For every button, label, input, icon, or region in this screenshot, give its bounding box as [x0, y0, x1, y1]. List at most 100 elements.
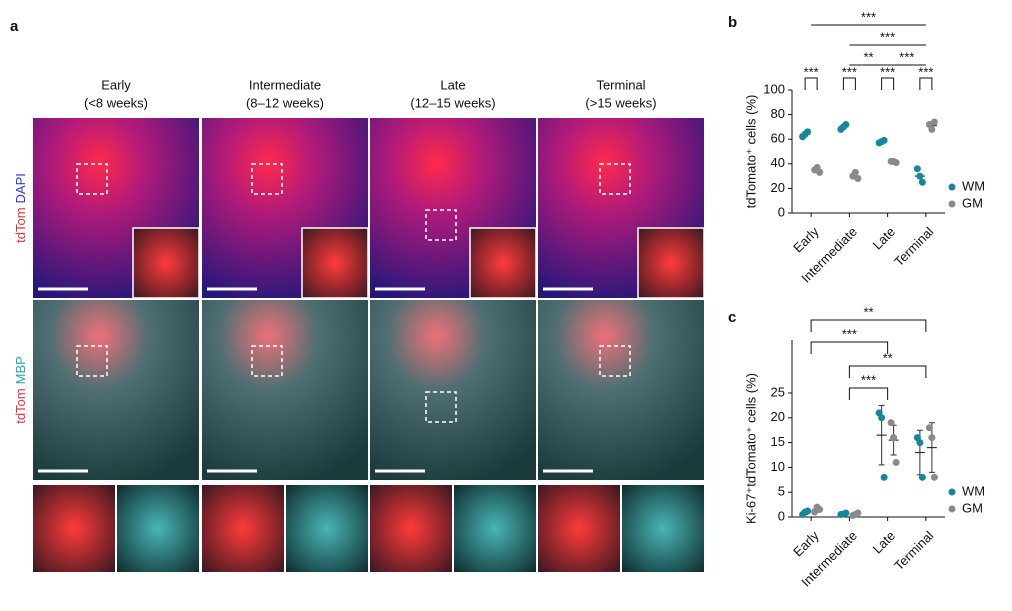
point: [816, 168, 824, 176]
x-tick-label: Late: [870, 224, 899, 253]
roi-box: [76, 163, 108, 195]
legend-label: GM: [962, 500, 983, 515]
row-label: tdTom DAPI: [13, 173, 28, 243]
significance: ***: [804, 64, 819, 79]
legend-label: WM: [962, 483, 985, 498]
roi-box: [251, 163, 283, 195]
significance: ***: [842, 326, 857, 341]
zoom-mbp: [454, 485, 536, 572]
bracket: [810, 319, 927, 332]
y-tick-label: 20: [771, 180, 785, 195]
zoom-tdtom: [33, 485, 115, 572]
column-title: Early: [101, 77, 131, 92]
micrographs: [33, 118, 705, 572]
point: [887, 419, 895, 427]
y-axis-label: tdTomato⁺ cells (%): [743, 95, 758, 209]
pair-bracket: [804, 77, 818, 90]
y-tick-label: 20: [771, 409, 785, 424]
significance: ***: [842, 64, 857, 79]
inset: [469, 227, 537, 299]
row-label-part: tdTom: [13, 388, 28, 423]
x-tick-label: Late: [870, 528, 899, 557]
x-tick-label: Terminal: [891, 528, 936, 573]
significance: **: [863, 49, 873, 64]
y-tick-label: 15: [771, 434, 785, 449]
x-tick-label: Early: [790, 224, 822, 256]
bracket: [810, 341, 889, 354]
row-label-part: tdTom: [13, 207, 28, 242]
y-tick-label: 5: [778, 484, 785, 499]
y-tick-label: 0: [778, 204, 785, 219]
column-title: Late: [440, 77, 465, 92]
roi-box: [599, 163, 631, 195]
legend-label: WM: [962, 178, 985, 193]
roi-box: [76, 345, 108, 377]
micrograph: [33, 300, 199, 480]
legend-swatch: [948, 505, 956, 513]
significance: ***: [861, 372, 876, 387]
point: [804, 507, 812, 515]
significance: ***: [861, 9, 876, 24]
panel-label: a: [10, 18, 19, 35]
point: [842, 120, 850, 128]
point: [892, 458, 900, 466]
x-tick-label: Early: [790, 528, 822, 560]
zoom-tdtom: [370, 485, 452, 572]
roi-box: [251, 345, 283, 377]
y-tick-label: 60: [771, 131, 785, 146]
point: [880, 136, 888, 144]
column-title: Intermediate: [249, 77, 321, 92]
y-tick-label: 25: [771, 384, 785, 399]
row-label-part: MBP: [13, 356, 28, 384]
point: [925, 424, 933, 432]
point: [918, 473, 926, 481]
panel-label: c: [728, 309, 736, 326]
y-tick-label: 40: [771, 155, 785, 170]
point: [804, 128, 812, 136]
significance: **: [863, 304, 873, 319]
point: [918, 178, 926, 186]
roi-box: [425, 391, 457, 423]
column-subtitle: (>15 weeks): [585, 95, 656, 110]
y-tick-label: 100: [763, 81, 785, 96]
panel-label: b: [728, 14, 737, 31]
point: [930, 118, 938, 126]
column-subtitle: (12–15 weeks): [410, 95, 495, 110]
bracket: [848, 365, 927, 378]
column-subtitle: (<8 weeks): [84, 95, 148, 110]
bracket: [848, 387, 889, 400]
point: [878, 414, 886, 422]
micrograph: [370, 300, 536, 480]
row-label: tdTom MBP: [13, 356, 28, 424]
point: [928, 434, 936, 442]
significance: **: [883, 350, 893, 365]
inset: [637, 227, 705, 299]
point: [890, 434, 898, 442]
inset: [301, 227, 369, 299]
point: [816, 506, 824, 514]
point: [851, 168, 859, 176]
zoom-tdtom: [538, 485, 620, 572]
significance: ***: [918, 64, 933, 79]
legend-swatch: [948, 183, 956, 191]
pair-bracket: [842, 77, 856, 90]
y-tick-label: 0: [778, 508, 785, 523]
pair-bracket: [881, 77, 895, 90]
significance: ***: [880, 64, 895, 79]
inset: [132, 227, 200, 299]
x-tick-label: Terminal: [891, 224, 936, 269]
roi-box: [599, 345, 631, 377]
column-subtitle: (8–12 weeks): [246, 95, 324, 110]
zoom-mbp: [286, 485, 368, 572]
zoom-mbp: [117, 485, 199, 572]
y-tick-label: 10: [771, 459, 785, 474]
y-axis-label: Ki-67⁺tdTomato⁺ cells (%): [743, 373, 758, 524]
column-title: Terminal: [596, 77, 645, 92]
point: [928, 125, 936, 133]
pair-bracket: [919, 77, 933, 90]
point: [880, 473, 888, 481]
significance: ***: [899, 49, 914, 64]
zoom-tdtom: [202, 485, 284, 572]
micrograph: [202, 300, 368, 480]
